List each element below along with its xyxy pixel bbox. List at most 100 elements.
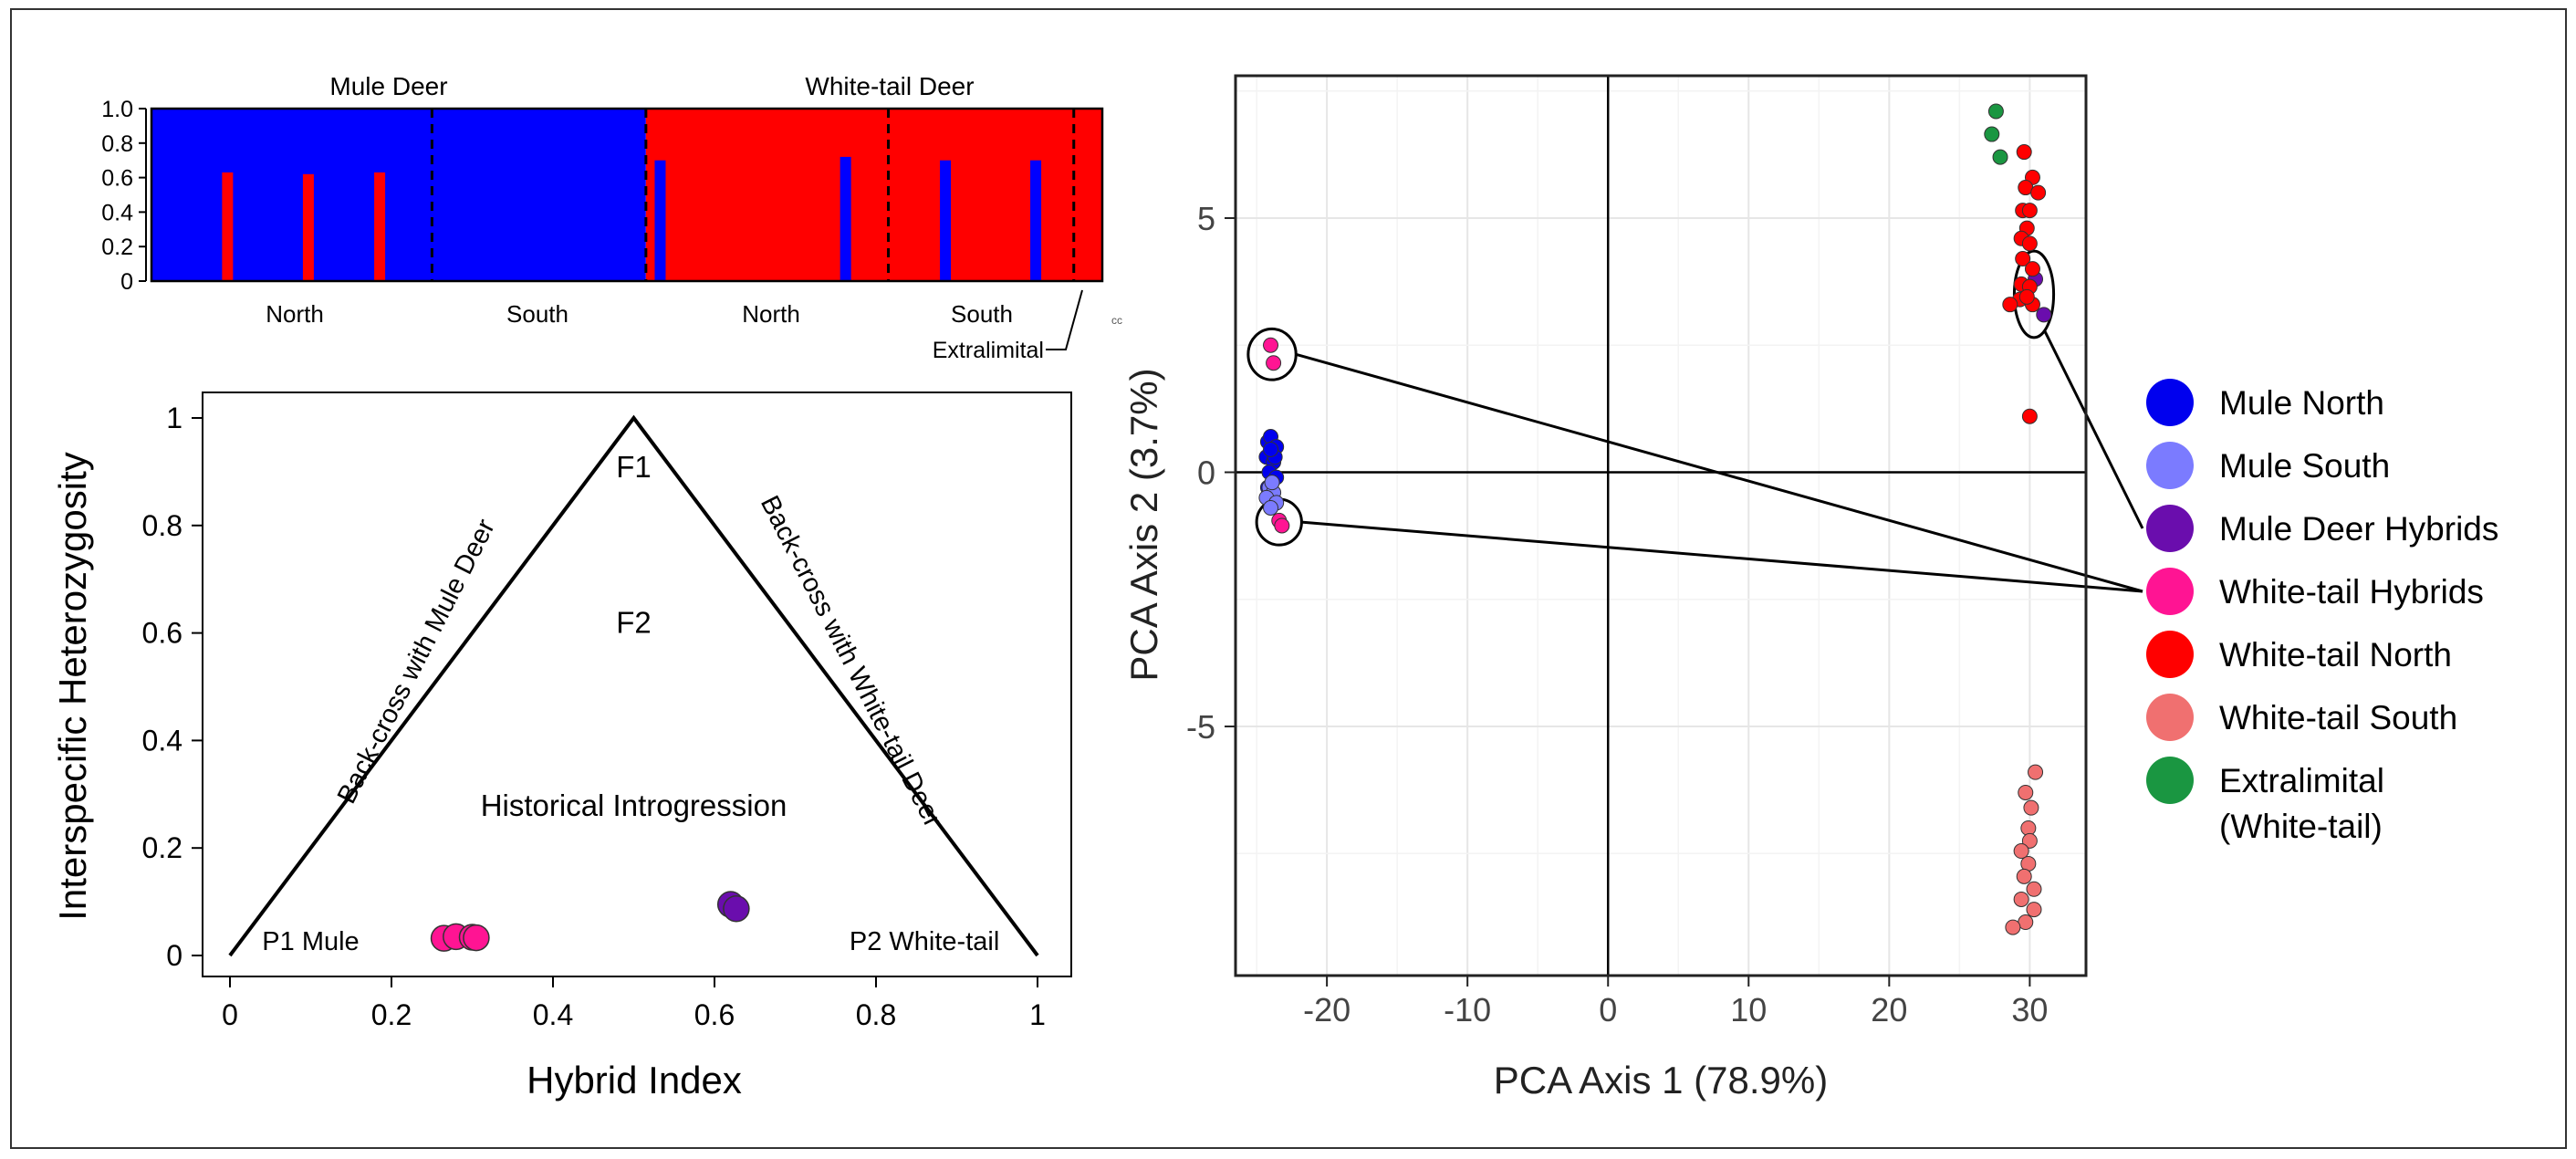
pca-connector-lines bbox=[1295, 330, 2144, 593]
region-label-whitetail-south: South bbox=[951, 300, 1013, 328]
pca-legend: Mule North Mule South Mule Deer Hybrids Whi… bbox=[2146, 379, 2498, 845]
pca-point-white-tail-south bbox=[2018, 784, 2034, 800]
legend-swatch-mule-north bbox=[2146, 379, 2194, 426]
pca-zero-lines bbox=[1236, 76, 2086, 976]
pca-point-white-tail-south bbox=[2005, 919, 2021, 935]
structure-hybrid-bar-5 bbox=[940, 160, 952, 281]
triangle-x-tick-label: 1 bbox=[1029, 998, 1046, 1031]
triangle-annotation-f2: F2 bbox=[616, 606, 652, 640]
pca-x-tick-label: 30 bbox=[2011, 991, 2048, 1028]
triangle-annotation-historical-introgression: Historical Introgression bbox=[481, 788, 787, 822]
triangle-x-axis-title: Hybrid Index bbox=[527, 1059, 742, 1102]
pca-point-white-tail-south bbox=[2013, 843, 2029, 860]
legend-label-extralimital: Extralimital bbox=[2219, 762, 2384, 799]
pca-highlight-ellipse-0 bbox=[1246, 327, 1298, 381]
legend-label-white-tail-north: White-tail North bbox=[2219, 636, 2452, 673]
pca-connector-line-1 bbox=[1301, 520, 2143, 593]
structure-hybrid-bar-3 bbox=[654, 160, 666, 281]
structure-hybrid-bar-4 bbox=[840, 156, 851, 281]
pca-point-extralimital-white-tail bbox=[1987, 103, 2004, 120]
pca-point-mule-south bbox=[1264, 475, 1280, 491]
pca-x-tick-label: 20 bbox=[1871, 991, 1907, 1028]
structure-y-tick-label: 0.2 bbox=[101, 235, 133, 260]
triangle-annotation-p2-white-tail: P2 White-tail bbox=[850, 927, 999, 956]
triangle-point-mule-deer-hybrids bbox=[723, 895, 750, 923]
pca-points bbox=[1258, 103, 2052, 935]
structure-y-axis: 1.0 0.8 0.6 0.4 0.2 0 bbox=[101, 97, 147, 295]
pca-point-white-tail-north bbox=[2002, 297, 2018, 313]
pca-point-white-tail-north bbox=[2021, 203, 2038, 219]
pca-x-ticks: -20 -10 0 10 20 30 bbox=[1303, 976, 2048, 1028]
structure-y-tick-label: 0.6 bbox=[101, 166, 133, 192]
triangle-x-tick-label: 0 bbox=[222, 998, 238, 1031]
structure-hybrid-bar-0 bbox=[222, 172, 234, 281]
pca-point-white-tail-south bbox=[2021, 832, 2038, 849]
structure-hybrid-bar-2 bbox=[374, 172, 386, 281]
legend-swatch-white-tail-south bbox=[2146, 694, 2194, 741]
legend-swatch-white-tail-north bbox=[2146, 631, 2194, 678]
region-label-extralimital: Extralimital bbox=[933, 338, 1044, 363]
pca-point-white-tail-hybrids bbox=[1263, 337, 1279, 353]
pca-x-tick-label: 0 bbox=[1599, 991, 1617, 1028]
pca-point-white-tail-south bbox=[2013, 891, 2029, 907]
legend-label-mule-south: Mule South bbox=[2219, 447, 2390, 485]
pca-point-mule-deer-hybrids bbox=[2036, 307, 2052, 323]
triangle-y-tick-label: 0 bbox=[166, 939, 183, 972]
triangle-annotation-f1: F1 bbox=[616, 450, 652, 484]
triangle-boundary-lines bbox=[228, 414, 1039, 957]
pca-plot-frame bbox=[1234, 74, 2088, 977]
pca-point-white-tail-north bbox=[2021, 235, 2038, 252]
pca-y-ticks: -5 0 5 bbox=[1186, 200, 1236, 746]
structure-y-tick-label: 0 bbox=[120, 269, 133, 295]
pca-connector-line-2 bbox=[2043, 330, 2144, 529]
structure-segment-1 bbox=[645, 109, 1102, 281]
triangle-y-ticks: 0 0.2 0.4 0.6 0.8 1 bbox=[142, 402, 203, 972]
pca-connector-line-0 bbox=[1295, 352, 2143, 593]
pca-point-white-tail-hybrids bbox=[1266, 355, 1282, 371]
pca-x-tick-label: 10 bbox=[1730, 991, 1767, 1028]
pca-point-white-tail-south bbox=[2026, 902, 2042, 918]
pca-y-tick-label: 0 bbox=[1197, 454, 1215, 492]
structure-y-tick-label: 1.0 bbox=[101, 97, 133, 122]
legend-swatch-white-tail-hybrids bbox=[2146, 568, 2194, 615]
triangle-y-tick-label: 0.4 bbox=[142, 724, 183, 757]
triangle-y-tick-label: 0.8 bbox=[142, 509, 183, 542]
legend-swatch-extralimital bbox=[2146, 757, 2194, 804]
legend-label-white-tail-hybrids: White-tail Hybrids bbox=[2219, 573, 2484, 611]
pca-point-white-tail-north bbox=[2018, 288, 2035, 305]
pca-point-extralimital-white-tail bbox=[1984, 126, 2000, 142]
triangle-y-axis-title: Interspecific Heterozygosity bbox=[51, 452, 94, 921]
structure-hybrid-bar-1 bbox=[302, 173, 314, 281]
pca-x-tick-label: -20 bbox=[1303, 991, 1351, 1028]
pca-x-axis-title: PCA Axis 1 (78.9%) bbox=[1494, 1059, 1829, 1102]
pca-point-mule-south bbox=[1263, 500, 1279, 517]
structure-dividers bbox=[430, 109, 1076, 281]
pca-point-white-tail-north bbox=[2030, 184, 2047, 201]
legend-label-mule-north: Mule North bbox=[2219, 384, 2384, 422]
legend-swatch-mule-deer-hybrids bbox=[2146, 505, 2194, 552]
structure-y-tick-label: 0.8 bbox=[101, 131, 133, 157]
pca-y-tick-label: 5 bbox=[1197, 200, 1215, 237]
structure-hybrid-bars bbox=[222, 156, 1042, 281]
pca-point-white-tail-south bbox=[2026, 881, 2042, 897]
pca-point-white-tail-south bbox=[2016, 868, 2032, 884]
triangle-y-tick-label: 0.2 bbox=[142, 831, 183, 864]
legend-label-extralimital-line2: (White-tail) bbox=[2219, 808, 2383, 845]
structure-frame bbox=[150, 107, 1104, 283]
pca-y-tick-label: -5 bbox=[1186, 708, 1215, 746]
pca-point-white-tail-north bbox=[2015, 251, 2031, 267]
region-label-mule-south: South bbox=[506, 300, 568, 328]
pca-point-white-tail-north bbox=[2024, 261, 2040, 277]
group-label-mule: Mule Deer bbox=[329, 72, 447, 100]
triangle-points bbox=[430, 891, 750, 952]
structure-hybrid-bar-6 bbox=[1030, 160, 1042, 281]
triangle-x-tick-label: 0.4 bbox=[533, 998, 573, 1031]
pca-point-white-tail-north bbox=[2016, 144, 2032, 161]
triangle-y-tick-label: 0.6 bbox=[142, 617, 183, 650]
triangle-annotation-p1-mule: P1 Mule bbox=[262, 927, 359, 956]
structure-segment-0 bbox=[151, 109, 646, 281]
pca-point-extralimital-white-tail bbox=[1992, 149, 2008, 165]
region-label-whitetail-north: North bbox=[742, 300, 800, 328]
legend-swatch-mule-south bbox=[2146, 442, 2194, 489]
structure-background bbox=[151, 109, 1102, 281]
